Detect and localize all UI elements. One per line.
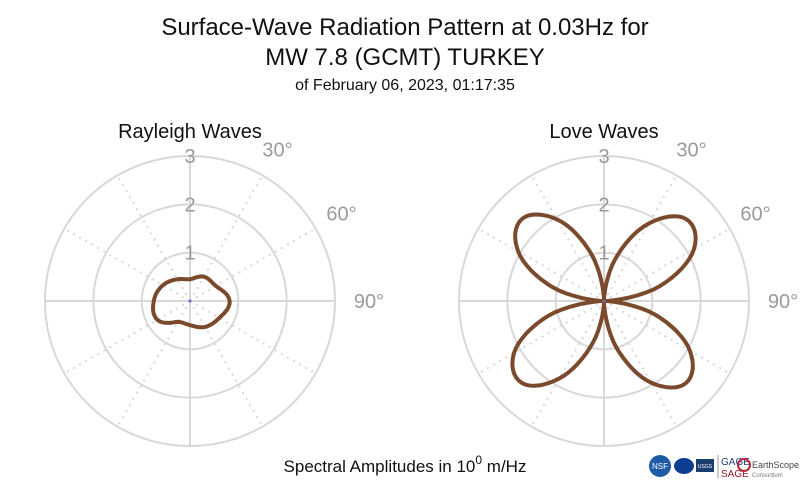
rayleigh-radius-tick-1: 1 [184, 243, 195, 265]
earthscope-logo-icon [737, 458, 751, 472]
units-exponent: 0 [475, 453, 482, 467]
love-grid-spoke-210 [530, 300, 605, 428]
rayleigh-angle-tick-90: 90° [354, 291, 384, 313]
gage-logo-text: GAGE [721, 457, 750, 468]
love-polar-plot: 1 2 3 30° 60° 90° Love Waves [458, 121, 798, 447]
sponsor-logos: NSF USGS GAGE SAGE EarthScope Consortium [649, 455, 799, 480]
rayleigh-grid-spoke-240 [63, 300, 191, 375]
love-center-point [602, 299, 606, 303]
usgs-logo-text: USGS [698, 464, 713, 470]
rayleigh-grid-spoke-30 [189, 174, 264, 302]
rayleigh-angle-tick-60: 60° [326, 204, 356, 226]
consortium-logo-text: Consortium [752, 473, 783, 479]
love-grid-spoke-330 [530, 174, 605, 302]
love-grid-spoke-120 [603, 300, 731, 375]
love-grid-spoke-150 [603, 300, 678, 428]
love-grid-spoke-60 [603, 227, 731, 302]
love-amplitude-curve [510, 212, 698, 390]
chart-subtitle: of February 06, 2023, 01:17:35 [295, 77, 515, 94]
nasa-logo [674, 458, 694, 474]
rayleigh-grid-spoke-300 [63, 227, 191, 302]
rayleigh-panel-title: Rayleigh Waves [118, 121, 262, 143]
chart-title-line1: Surface-Wave Radiation Pattern at 0.03Hz… [161, 14, 648, 41]
rayleigh-radius-tick-3: 3 [184, 146, 195, 168]
nsf-logo-text: NSF [652, 462, 668, 471]
love-grid-spoke-300 [477, 227, 605, 302]
love-angle-tick-60: 60° [740, 204, 770, 226]
earthscope-logo-text: EarthScope [752, 460, 799, 470]
usgs-logo [696, 459, 714, 472]
love-radius-tick-1: 1 [598, 243, 609, 265]
love-radius-tick-3: 3 [598, 146, 609, 168]
rayleigh-center-point [188, 299, 192, 303]
love-angle-tick-90: 90° [768, 291, 798, 313]
love-angle-tick-30: 30° [676, 139, 706, 161]
rayleigh-amplitude-curve [151, 274, 232, 330]
sage-logo-text: SAGE [721, 469, 749, 480]
units-suffix: m/Hz [482, 457, 526, 476]
rayleigh-grid-spoke-60 [189, 227, 317, 302]
love-radius-tick-2: 2 [598, 194, 609, 216]
rayleigh-radius-tick-2: 2 [184, 194, 195, 216]
rayleigh-grid-spoke-210 [116, 300, 191, 428]
nsf-logo [649, 455, 671, 477]
rayleigh-angle-tick-30: 30° [262, 139, 292, 161]
rayleigh-grid-spoke-330 [116, 174, 191, 302]
amplitude-units-label: Spectral Amplitudes in 100 m/Hz [284, 453, 527, 476]
rayleigh-grid-spoke-120 [189, 300, 317, 375]
rayleigh-polar-plot: 1 2 3 30° 60° 90° Rayleigh Waves [44, 121, 384, 447]
love-panel-title: Love Waves [549, 121, 658, 143]
love-grid-spoke-30 [603, 174, 678, 302]
chart-title-line2: MW 7.8 (GCMT) TURKEY [265, 44, 545, 71]
love-grid-spoke-240 [477, 300, 605, 375]
rayleigh-grid-spoke-150 [189, 300, 264, 428]
units-prefix: Spectral Amplitudes in 10 [284, 457, 476, 476]
